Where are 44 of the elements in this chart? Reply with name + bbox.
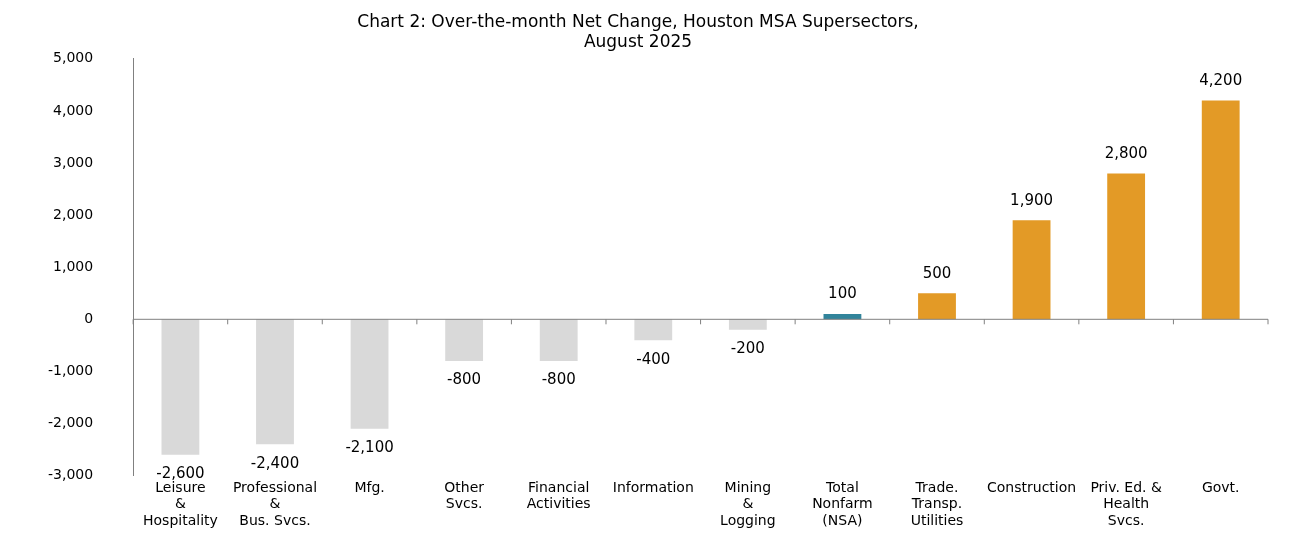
x-tick-label: Information: [612, 478, 694, 495]
x-tick-label: Mining & Logging: [720, 478, 776, 529]
bar: [1107, 173, 1146, 320]
data-label: -2,400: [250, 453, 300, 472]
data-label: 100: [828, 284, 857, 303]
y-tick-label: 1,000: [53, 257, 94, 274]
data-label: 1,900: [1010, 190, 1054, 209]
bar: [539, 319, 578, 361]
x-tick-label: Total Nonfarm (NSA): [812, 478, 873, 529]
y-tick-label: -2,000: [47, 414, 94, 431]
chart-title: Chart 2: Over-the-month Net Change, Houston MSA Supersectors, August 2025: [357, 10, 919, 52]
bar: [823, 314, 862, 320]
x-tick-label: Financial Activities: [526, 478, 591, 512]
bar: [256, 319, 294, 445]
x-tick-label: Priv. Ed. & Health Svcs.: [1090, 478, 1162, 529]
data-label: -2,100: [345, 438, 394, 457]
data-label: -800: [541, 370, 576, 389]
data-label: -200: [730, 339, 765, 358]
y-tick-label: -3,000: [47, 466, 94, 483]
data-label: -400: [636, 349, 671, 368]
data-label: -800: [447, 370, 482, 389]
data-label: 4,200: [1199, 70, 1243, 89]
x-tick-label: Construction: [987, 478, 1077, 495]
x-tick-label: Trade. Transp. Utilities: [910, 478, 964, 529]
bar: [445, 319, 484, 361]
y-tick-label: 0: [84, 309, 94, 326]
bar: [1201, 100, 1240, 320]
y-tick-label: -1,000: [47, 362, 94, 379]
data-label: 2,800: [1104, 143, 1148, 162]
data-label: 500: [922, 263, 952, 282]
bar: [1012, 220, 1051, 320]
bar: [161, 319, 200, 455]
bar: [350, 319, 389, 429]
y-tick-label: 3,000: [53, 153, 94, 170]
y-tick-label: 5,000: [53, 49, 94, 66]
x-tick-label: Other Svcs.: [444, 478, 485, 512]
y-tick-label: 4,000: [53, 101, 94, 118]
bar: [918, 293, 956, 320]
bar: [634, 319, 673, 341]
bar: [728, 319, 767, 330]
y-tick-label: 2,000: [53, 205, 94, 222]
x-tick-label: Professional & Bus. Svcs.: [232, 478, 318, 529]
x-tick-label: Mfg.: [354, 478, 385, 495]
x-tick-label: Govt.: [1201, 478, 1240, 495]
